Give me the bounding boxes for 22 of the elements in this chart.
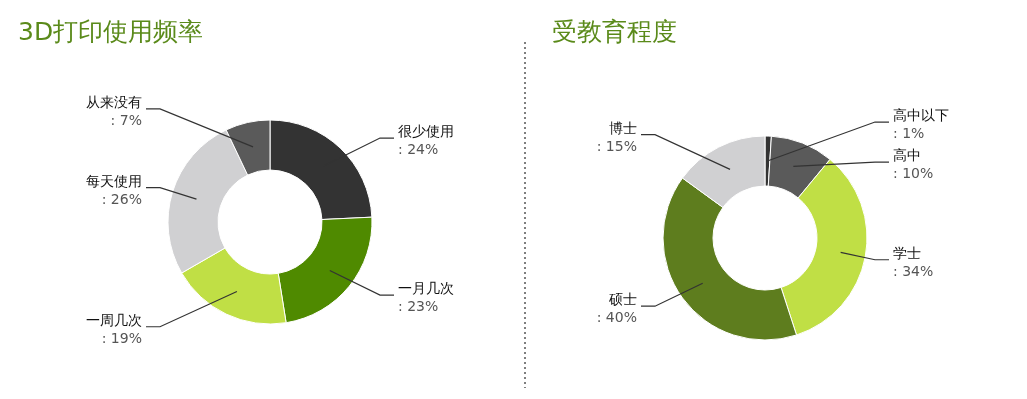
- slice-label: 学士: [893, 244, 921, 261]
- slice-label: 一周几次: [86, 311, 142, 328]
- slice-label: 很少使用: [398, 123, 454, 140]
- data-label: : 1%: [893, 125, 925, 142]
- data-label: : 34%: [893, 262, 934, 279]
- slice-label: 高中以下: [893, 107, 949, 124]
- data-label: : 10%: [893, 165, 934, 182]
- data-label: : 26%: [101, 190, 142, 207]
- chart-title: 受教育程度: [552, 17, 677, 46]
- data-label: : 15%: [596, 137, 637, 154]
- slice-label: 一月几次: [398, 280, 454, 297]
- slice-label: 博士: [609, 119, 637, 136]
- slice-label: 硕士: [608, 291, 637, 308]
- slice-label: 从来没有: [86, 93, 142, 110]
- data-label: : 23%: [398, 298, 439, 315]
- data-label: : 7%: [110, 111, 142, 128]
- slice-label: 高中: [893, 147, 921, 164]
- chart-title: 3D打印使用频率: [18, 17, 204, 46]
- data-label: : 19%: [101, 329, 142, 346]
- data-label: : 40%: [596, 309, 637, 326]
- slice-label: 每天使用: [86, 172, 142, 189]
- data-label: : 24%: [398, 141, 439, 158]
